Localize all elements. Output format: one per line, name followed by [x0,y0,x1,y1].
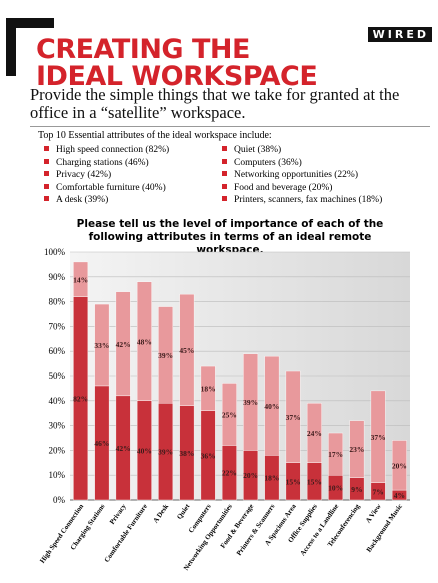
value-label: 39% [158,448,173,457]
list-column: High speed connection (82%) Charging stat… [44,144,169,207]
corner-bracket [6,18,54,28]
y-tick-label: 70% [49,321,66,331]
value-label: 39% [158,351,173,360]
bar-segment [370,390,386,483]
bar-segment [136,281,152,401]
value-label: 42% [116,340,131,349]
chart-title: Please tell us the level of importance o… [76,218,384,256]
value-label: 10% [328,484,343,493]
bar-segment [328,432,344,476]
value-label: 15% [286,477,301,486]
y-tick-label: 90% [49,272,66,282]
x-tick-label: A View [364,502,383,525]
y-tick-label: 10% [49,470,66,480]
y-tick-label: 50% [49,371,66,381]
value-label: 25% [222,410,237,419]
list-item: Comfortable furniture (40%) [44,182,169,195]
value-label: 20% [243,471,258,480]
bar-segment [179,293,195,406]
list-item: Networking opportunities (22%) [222,169,382,182]
list-item: Quiet (38%) [222,144,382,157]
value-label: 4% [394,491,405,500]
chart: 0%10%20%30%40%50%60%70%80%90%100%82%14%H… [38,247,410,572]
list-item: Privacy (42%) [44,169,169,182]
bar-segment [200,365,216,411]
value-label: 38% [179,449,194,458]
bar-segment [115,291,131,397]
bar-segment [285,370,301,463]
corner-bracket [6,18,16,76]
value-label: 7% [373,487,384,496]
value-label: 18% [264,474,279,483]
title: CREATING THE IDEAL WORKSPACE [36,34,318,92]
value-label: 40% [137,446,152,455]
y-tick-label: 100% [44,247,66,257]
value-label: 17% [328,450,343,459]
y-tick-label: 30% [49,421,66,431]
bar-segment [73,261,89,297]
value-label: 33% [94,341,109,350]
x-tick-label: Access to a Landline [299,503,341,558]
x-tick-label: Printers & Scanners [235,502,277,557]
value-label: 22% [222,469,237,478]
bar-segment [221,383,237,446]
value-label: 14% [73,275,88,284]
x-tick-label: Comfortable Furniture [103,503,149,564]
title-line: CREATING THE [36,34,250,65]
value-label: 82% [73,394,88,403]
bar-segment [349,420,365,478]
subtitle: Provide the simple things that we take f… [30,85,400,122]
list-column: Quiet (38%) Computers (36%) Networking opp… [222,144,382,207]
bar-segment [94,303,110,387]
divider [30,126,430,127]
list-intro: Top 10 Essential attributes of the ideal… [38,130,272,141]
list-item: High speed connection (82%) [44,144,169,157]
value-label: 37% [286,413,301,422]
value-label: 39% [243,398,258,407]
list-item: A desk (39%) [44,194,169,207]
value-label: 15% [307,477,322,486]
bar-segment [391,440,407,491]
bar-segment [306,403,322,463]
y-tick-label: 40% [49,396,66,406]
logo: WIRED [367,27,432,42]
value-label: 20% [392,461,407,470]
bar-segment [158,306,174,404]
x-tick-label: A Desk [152,502,171,524]
y-tick-label: 20% [49,445,66,455]
y-tick-label: 60% [49,346,66,356]
list-item: Printers, scanners, fax machines (18%) [222,194,382,207]
value-label: 18% [201,384,216,393]
list-item: Food and beverage (20%) [222,182,382,195]
value-label: 23% [349,445,364,454]
value-label: 45% [179,346,194,355]
list-item: Computers (36%) [222,157,382,170]
value-label: 36% [201,451,216,460]
value-label: 40% [264,402,279,411]
value-label: 42% [116,444,131,453]
value-label: 37% [371,433,386,442]
y-tick-label: 80% [49,297,66,307]
value-label: 9% [351,485,362,494]
bar-segment [243,353,259,451]
bar-segment [264,355,280,456]
value-label: 46% [94,439,109,448]
list-item: Charging stations (46%) [44,157,169,170]
x-tick-label: Quiet [175,502,192,521]
x-tick-label: Privacy [108,502,128,526]
y-tick-label: 0% [53,495,66,505]
value-label: 24% [307,429,322,438]
title-line: IDEAL WORKSPACE [36,61,318,92]
value-label: 48% [137,337,152,346]
